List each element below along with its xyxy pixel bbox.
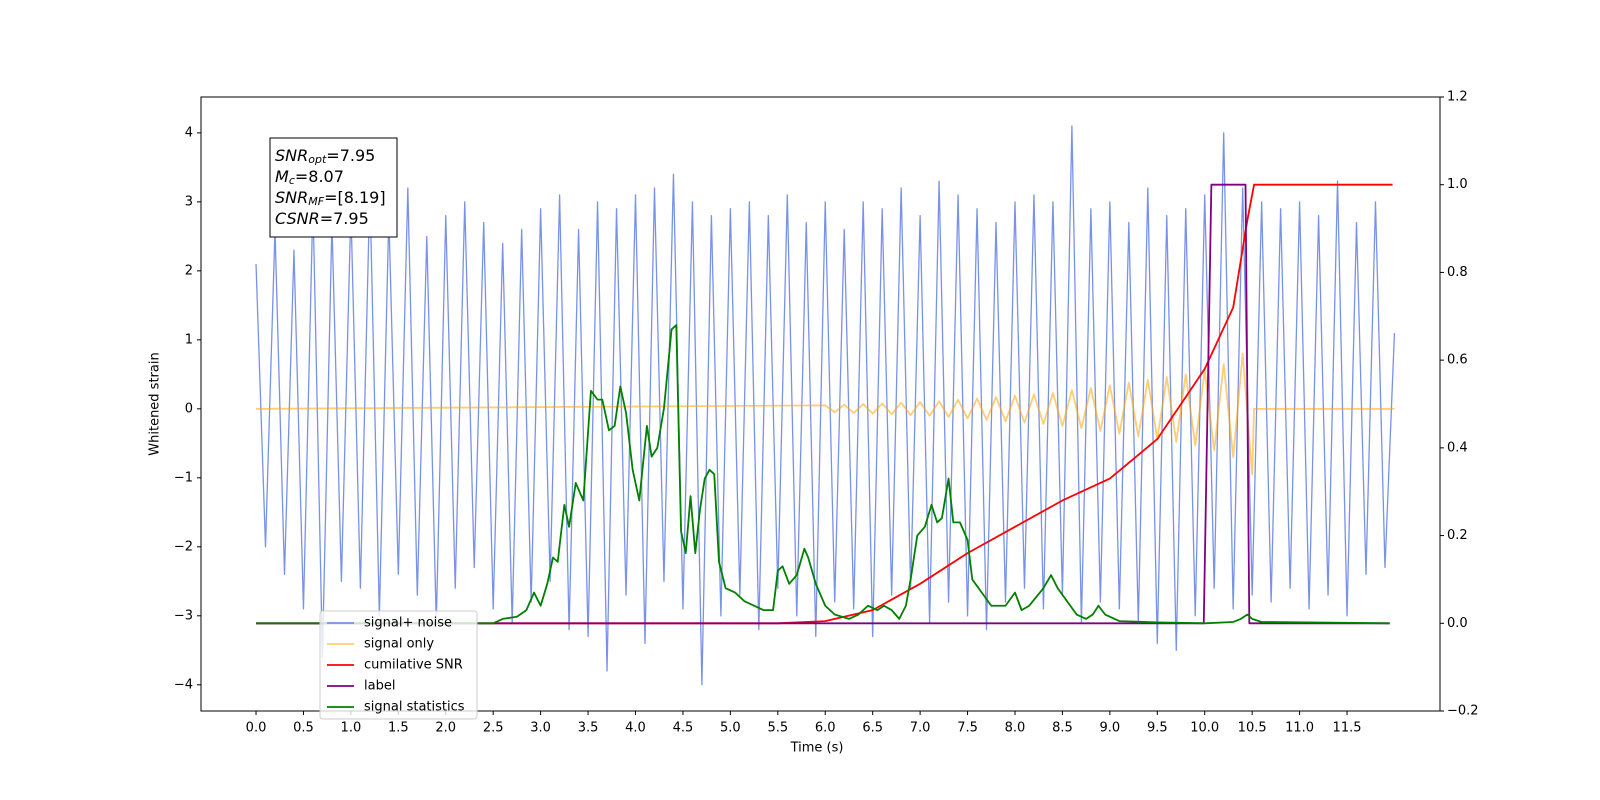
subscript: c: [289, 174, 295, 187]
series-line: [256, 324, 1390, 625]
x-tick-label: 7.0: [910, 721, 931, 736]
legend-label: signal statistics: [364, 700, 465, 715]
x-tick-label: 6.0: [815, 721, 836, 736]
y2-tick-label: 0.4: [1447, 440, 1468, 455]
subscript: MF: [308, 195, 324, 208]
y-tick-label: 3: [185, 194, 193, 209]
subscript: opt: [308, 153, 327, 166]
y2-tick-label: 0.8: [1447, 265, 1468, 280]
legend-label: cumilative SNR: [364, 658, 463, 673]
plot-frame: [200, 96, 1441, 712]
y-tick-label: 0: [185, 401, 193, 416]
y2-tick-label: 0.6: [1447, 353, 1468, 368]
y2-tick-label: 1.2: [1447, 90, 1468, 105]
x-tick-label: 7.5: [957, 721, 978, 736]
plot-area: [255, 125, 1396, 686]
x-tick-label: 4.0: [625, 721, 646, 736]
x-tick-label: 1.5: [388, 721, 409, 736]
annotation-line: SNRMF=[8.19]: [275, 188, 386, 209]
y-tick-label: −2: [174, 539, 193, 554]
y-tick-label: −4: [174, 677, 193, 692]
x-tick-label: 2.5: [483, 721, 504, 736]
symbol: M: [275, 167, 289, 186]
y2-tick-label: 0.0: [1447, 616, 1468, 631]
value: =7.95: [320, 209, 369, 228]
y2-tick-label: 0.2: [1447, 528, 1468, 543]
series-line: [256, 352, 1395, 476]
legend-label: signal only: [364, 637, 434, 652]
annotation-box: [269, 137, 398, 238]
x-axis-label: Time (s): [790, 741, 844, 756]
x-tick-label: 2.0: [435, 721, 456, 736]
x-tick-label: 10.0: [1190, 721, 1219, 736]
legend-box: [319, 610, 478, 720]
x-tick-label: 9.0: [1100, 721, 1121, 736]
symbol: CSNR: [275, 209, 320, 228]
x-tick-label: 10.5: [1238, 721, 1267, 736]
annotation-line: Mc=8.07: [275, 167, 344, 188]
y-tick-label: 2: [185, 263, 193, 278]
y-tick-label: −1: [174, 470, 193, 485]
x-tick-label: 4.5: [673, 721, 694, 736]
series-line: [256, 183, 1393, 625]
symbol: SNR: [275, 188, 308, 207]
x-tick-label: 5.5: [767, 721, 788, 736]
x-tick-label: 3.5: [578, 721, 599, 736]
x-tick-label: 6.5: [862, 721, 883, 736]
symbol: SNR: [275, 146, 308, 165]
series-line: [255, 125, 1396, 686]
annotation-line: SNRopt=7.95: [275, 146, 375, 167]
y-tick-label: 4: [185, 125, 193, 140]
value: =7.95: [326, 146, 375, 165]
legend-label: label: [364, 679, 395, 694]
legend-label: signal+ noise: [364, 616, 452, 631]
x-tick-label: 8.0: [1005, 721, 1026, 736]
y2-tick-label: 1.0: [1447, 177, 1468, 192]
x-tick-label: 5.0: [720, 721, 741, 736]
x-tick-label: 0.0: [246, 721, 267, 736]
value: =8.07: [295, 167, 344, 186]
x-tick-label: 8.5: [1052, 721, 1073, 736]
x-tick-label: 0.5: [293, 721, 314, 736]
y-tick-label: 1: [185, 332, 193, 347]
x-tick-label: 9.5: [1147, 721, 1168, 736]
y-axis-label: Whitened strain: [148, 352, 163, 455]
x-tick-label: 3.0: [530, 721, 551, 736]
x-tick-label: 11.5: [1333, 721, 1362, 736]
series-line: [256, 183, 1390, 625]
y-tick-label: −3: [174, 608, 193, 623]
x-tick-label: 11.0: [1285, 721, 1314, 736]
value: =[8.19]: [324, 188, 386, 207]
annotation-line: CSNR=7.95: [275, 209, 369, 228]
y2-tick-label: −0.2: [1447, 704, 1479, 719]
x-tick-label: 1.0: [341, 721, 362, 736]
legend: signal+ noise signal only cumilative SNR la…: [319, 610, 478, 720]
